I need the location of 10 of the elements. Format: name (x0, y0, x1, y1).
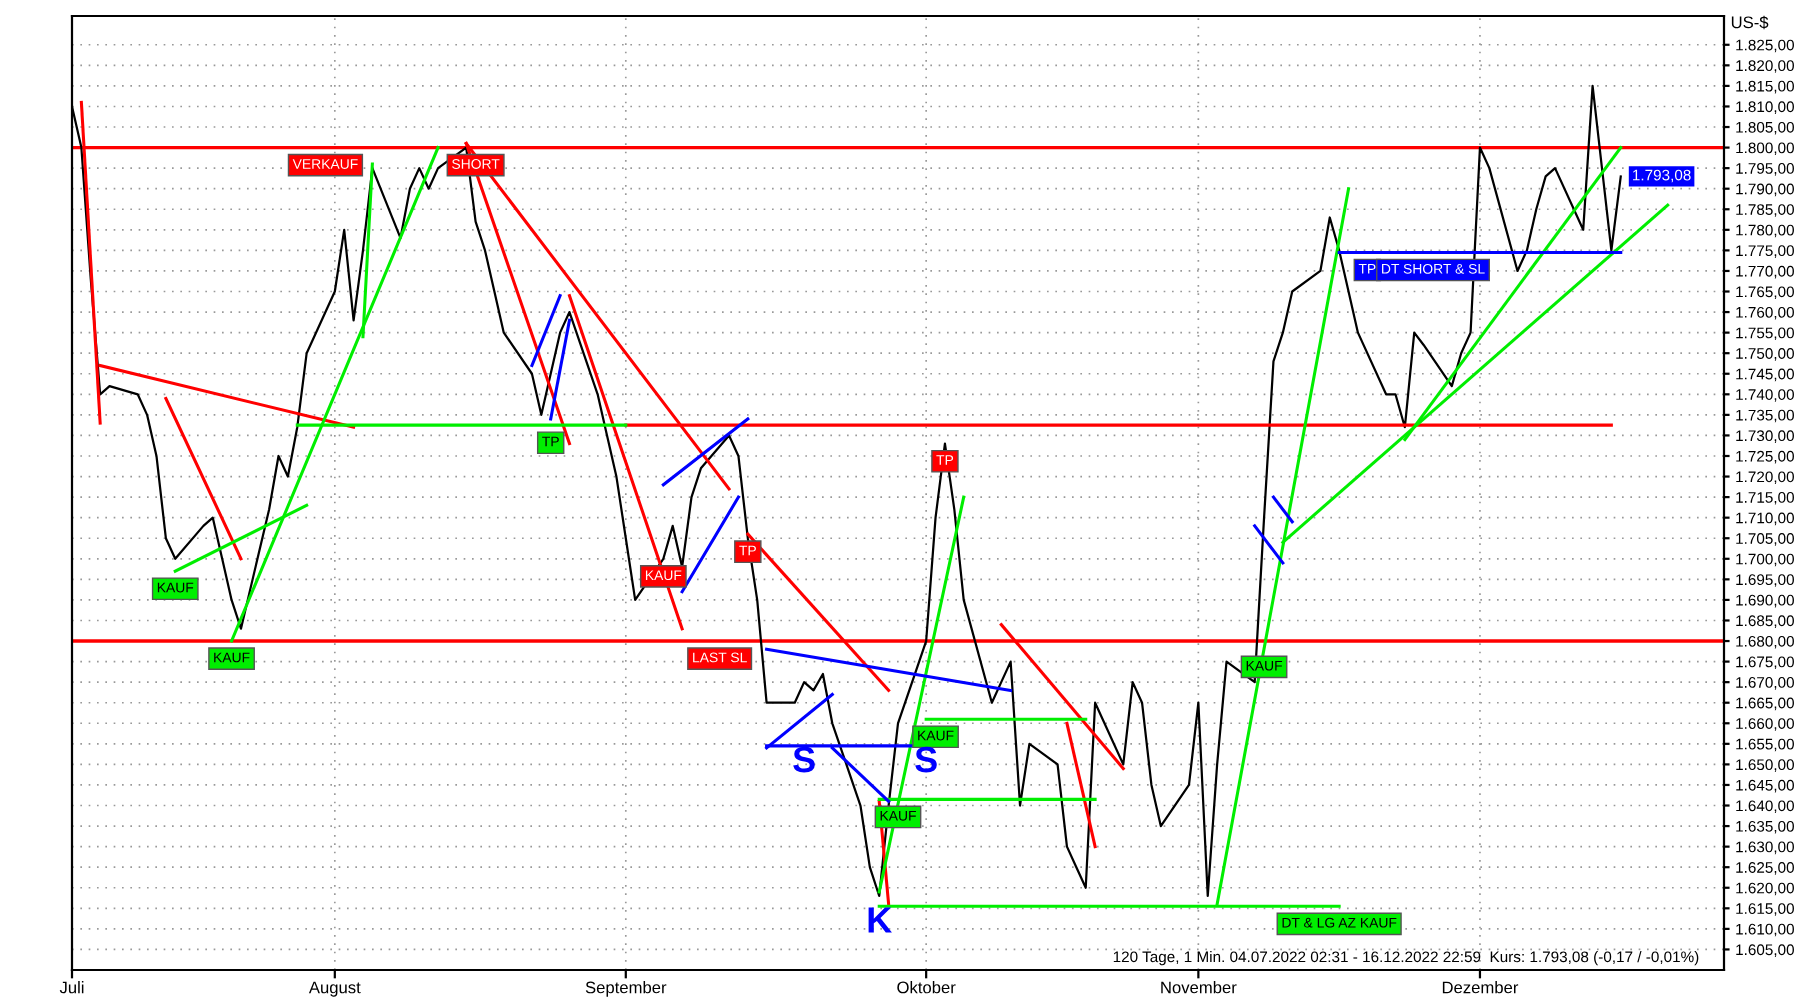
x-tick-label: Juli (59, 981, 84, 994)
annotation: S (915, 746, 937, 773)
x-tick-label: Oktober (897, 981, 956, 994)
annotation: K (868, 907, 892, 933)
x-tick-label: August (308, 981, 361, 997)
x-tick-label: Dezember (1442, 981, 1519, 994)
annotation: S (793, 746, 815, 773)
x-tick-label: September (585, 981, 667, 997)
y-axis-title: US-$ (1731, 15, 1769, 30)
x-tick-label: November (1161, 981, 1237, 994)
